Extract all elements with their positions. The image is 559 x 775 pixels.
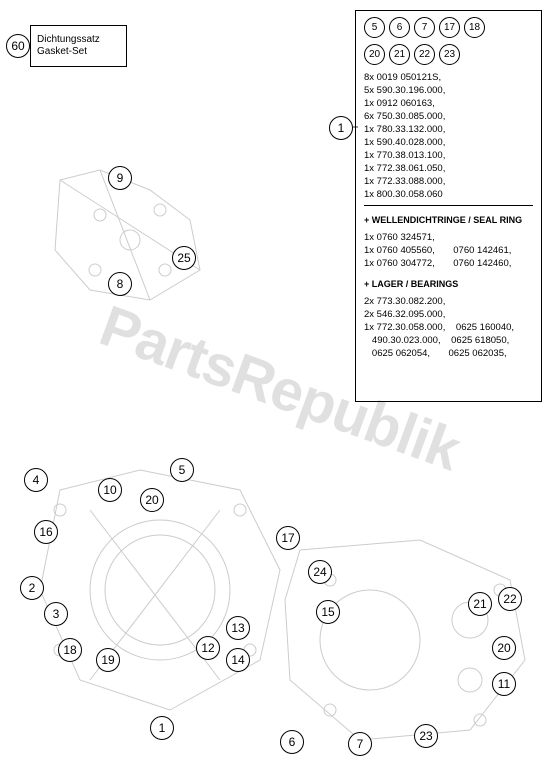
spec-ref-5: 5 — [364, 17, 385, 38]
callout-8: 8 — [108, 272, 132, 296]
callout-1: 1 — [329, 116, 353, 140]
gasket-line2: Gasket-Set — [37, 46, 87, 57]
spec-ref-21: 21 — [389, 44, 410, 65]
callout-10: 10 — [98, 478, 122, 502]
diagram-frame: Dichtungssatz Gasket-Set 5671718 2021222… — [0, 0, 559, 775]
callout-15: 15 — [316, 600, 340, 624]
callout-7: 7 — [348, 732, 372, 756]
spec-ref-22: 22 — [414, 44, 435, 65]
engine-sketch-top — [40, 160, 240, 320]
callout-13: 13 — [226, 616, 250, 640]
spec-line: 1x 0760 405560, 0760 142461, — [364, 244, 533, 257]
spec-line: 1x 772.30.058.000, 0625 160040, — [364, 321, 533, 334]
callout-19: 19 — [96, 648, 120, 672]
spec-seal-list: 1x 0760 324571,1x 0760 405560, 0760 1424… — [364, 231, 533, 270]
callout-20: 20 — [492, 636, 516, 660]
callout-1: 1 — [150, 716, 174, 740]
callout-3: 3 — [44, 602, 68, 626]
callout-14: 14 — [226, 648, 250, 672]
callout-24: 24 — [308, 560, 332, 584]
spec-ref-6: 6 — [389, 17, 410, 38]
callout-5: 5 — [170, 458, 194, 482]
spec-line: 1x 590.40.028.000, — [364, 136, 533, 149]
gasket-set-box: Dichtungssatz Gasket-Set — [30, 25, 127, 67]
spec-circles-row1: 5671718 — [364, 17, 533, 38]
spec-inner: 5671718 20212223 8x 0019 050121S,5x 590.… — [356, 11, 541, 368]
spec-circles-row2: 20212223 — [364, 44, 533, 65]
spec-line: 1x 770.38.013.100, — [364, 149, 533, 162]
gasket-set-text: Dichtungssatz Gasket-Set — [31, 26, 126, 62]
spec-line: 2x 773.30.082.200, — [364, 295, 533, 308]
callout-12: 12 — [196, 636, 220, 660]
callout-22: 22 — [498, 587, 522, 611]
gasket-line1: Dichtungssatz — [37, 34, 100, 45]
spec-ref-20: 20 — [364, 44, 385, 65]
spec-line: 1x 772.38.061.050, — [364, 162, 533, 175]
spec-line: 490.30.023.000, 0625 618050, — [364, 334, 533, 347]
spec-bearings-list: 2x 773.30.082.200,2x 546.32.095.000,1x 7… — [364, 295, 533, 360]
callout-23: 23 — [414, 724, 438, 748]
callout-25: 25 — [172, 246, 196, 270]
spec-line: 1x 0760 304772, 0760 142460, — [364, 257, 533, 270]
callout-11: 11 — [492, 672, 516, 696]
spec-main-list: 8x 0019 050121S,5x 590.30.196.000,1x 091… — [364, 71, 533, 201]
callout-16: 16 — [34, 520, 58, 544]
spec-ref-17: 17 — [439, 17, 460, 38]
spec-line: 5x 590.30.196.000, — [364, 84, 533, 97]
spec-ref-23: 23 — [439, 44, 460, 65]
bearings-header: + LAGER / BEARINGS — [364, 278, 533, 291]
spec-ref-7: 7 — [414, 17, 435, 38]
callout-6: 6 — [280, 730, 304, 754]
spec-line: 1x 0912 060163, — [364, 97, 533, 110]
callout-9: 9 — [108, 166, 132, 190]
callout-4: 4 — [24, 468, 48, 492]
spec-line: 1x 800.30.058.060 — [364, 188, 533, 201]
callout-18: 18 — [58, 638, 82, 662]
callout-20: 20 — [140, 488, 164, 512]
spec-line: 6x 750.30.085.000, — [364, 110, 533, 123]
spec-line: 1x 0760 324571, — [364, 231, 533, 244]
spec-line: 1x 772.33.088.000, — [364, 175, 533, 188]
spec-line: 0625 062054, 0625 062035, — [364, 347, 533, 360]
callout-21: 21 — [468, 592, 492, 616]
callout-60: 60 — [6, 34, 30, 58]
callout-17: 17 — [276, 526, 300, 550]
spec-line: 8x 0019 050121S, — [364, 71, 533, 84]
spec-line: 1x 780.33.132.000, — [364, 123, 533, 136]
spec-line: 2x 546.32.095.000, — [364, 308, 533, 321]
callout-2: 2 — [20, 576, 44, 600]
seal-ring-header: + WELLENDICHTRINGE / SEAL RING — [364, 214, 533, 227]
spec-box: 5671718 20212223 8x 0019 050121S,5x 590.… — [355, 10, 542, 402]
spec-ref-18: 18 — [464, 17, 485, 38]
spec-divider-1 — [364, 205, 533, 206]
